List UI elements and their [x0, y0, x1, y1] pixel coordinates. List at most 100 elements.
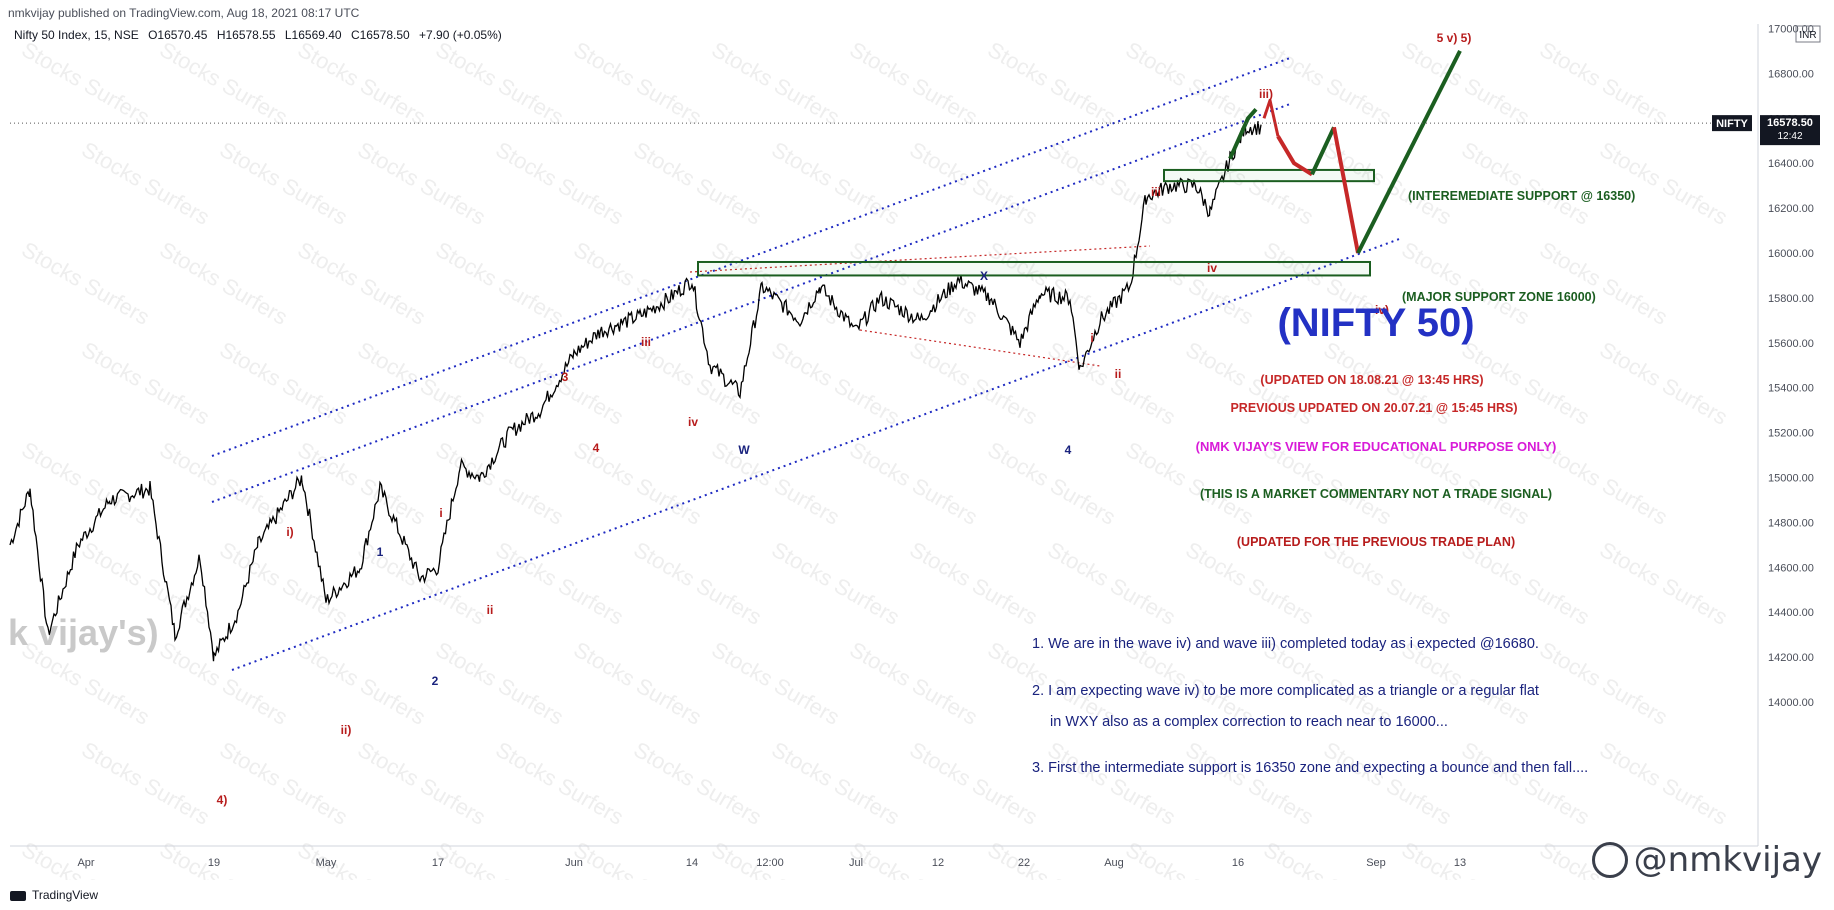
tradingview-brand[interactable]: TradingView [32, 888, 99, 902]
intermediate-support-zone [1163, 168, 1375, 183]
watermark-text: Stocks Surfers [1182, 137, 1318, 230]
price-tick-label: 16200.00 [1768, 203, 1814, 215]
watermark-text: Stocks Surfers [1044, 137, 1180, 230]
wave-label: W [738, 443, 750, 457]
wave-label: 5 v) 5) [1437, 31, 1472, 45]
watermark-text: Stocks Surfers [1320, 737, 1456, 830]
watermark-text: Stocks Surfers [1044, 537, 1180, 630]
triangle-lower-line [859, 329, 1101, 367]
watermark-text: Stocks Surfers [768, 537, 904, 630]
watermark-text: Stocks Surfers [354, 337, 490, 430]
weibo-icon [1591, 841, 1628, 878]
projection-c-leg [1332, 126, 1360, 254]
watermark-text: Stocks Surfers [156, 837, 292, 880]
legend-high: H16578.55 [216, 28, 276, 42]
price-tick-label: 15400.00 [1768, 383, 1814, 395]
time-tick-label: 16 [1232, 857, 1244, 869]
time-tick-label: Jul [849, 857, 863, 869]
price-tick-label: 14600.00 [1768, 562, 1814, 574]
watermark-text: Stocks Surfers [78, 137, 214, 230]
wave-label: ii [1115, 367, 1122, 381]
price-chart[interactable]: Stocks Surfers Stocks Surfers Stocks Surfe… [0, 24, 1834, 880]
time-tick-label: 22 [1018, 857, 1030, 869]
currency-box[interactable] [1795, 25, 1821, 43]
time-tick-label: Jun [565, 857, 583, 869]
time-tick-label: May [316, 857, 337, 869]
price-tick-label: 17000.00 [1768, 24, 1814, 36]
watermark-text: Stocks Surfers [156, 237, 292, 330]
projection-path [1228, 49, 1462, 254]
wave-label: 1 [377, 545, 384, 559]
watermark-text: Stocks Surfers [984, 37, 1120, 130]
price-tag-value-bg [1760, 115, 1820, 146]
watermark-text: Stocks Surfers [846, 637, 982, 730]
watermark-text: Stocks Surfers [294, 237, 430, 330]
watermark-text: Stocks Surfers [630, 137, 766, 230]
watermark-text: Stocks Surfers [354, 137, 490, 230]
price-tick-label: 14200.00 [1768, 652, 1814, 664]
watermark-text: Stocks Surfers [906, 137, 1042, 230]
watermark-text: Stocks Surfers [1596, 137, 1732, 230]
watermark-text: Stocks Surfers [1458, 137, 1594, 230]
trade-plan-note: (UPDATED FOR THE PREVIOUS TRADE PLAN) [1237, 535, 1515, 549]
wave-label: X [980, 269, 988, 283]
wave-label: ii [487, 603, 494, 617]
wave-label: 4 [593, 441, 600, 455]
wave-label: 3 [562, 370, 569, 384]
point-2b: in WXY also as a complex correction to r… [1050, 714, 1448, 730]
major-support-zone [697, 260, 1371, 277]
watermark-text: Stocks Surfers [1536, 237, 1672, 330]
projection-b-leg [1310, 126, 1336, 176]
intermediate-support-label: (INTEREMEDIATE SUPPORT @ 16350) [1408, 189, 1635, 203]
price-tick-label: 14800.00 [1768, 517, 1814, 529]
watermark-text: Stocks Surfers [78, 337, 214, 430]
price-axis[interactable]: 17000.0016800.0016600.0016400.0016200.00… [1768, 24, 1814, 709]
watermark-text: Stocks Surfers [1122, 37, 1258, 130]
watermark-text: Stocks Surfers [846, 837, 982, 880]
watermark-text: Stocks Surfers [1320, 537, 1456, 630]
price-tick-label: 15200.00 [1768, 428, 1814, 440]
watermark-text: Stocks Surfers [1044, 337, 1180, 430]
watermark-text: Stocks Surfers [984, 837, 1120, 880]
watermark-text: Stocks Surfers [906, 537, 1042, 630]
wave-label: iv [688, 415, 698, 429]
price-tick-label: 16400.00 [1768, 158, 1814, 170]
watermark-text: Stocks Surfers [432, 837, 568, 880]
updated-note: (UPDATED ON 18.08.21 @ 13:45 HRS) [1260, 373, 1483, 387]
watermark-text: Stocks Surfers [18, 237, 154, 330]
time-axis[interactable]: Apr 19 May 17 Jun 14 12:00 Jul 12 22 Aug 16 Sep 13 [77, 857, 1466, 869]
watermark-text: Stocks Surfers [768, 337, 904, 430]
watermark-text: Stocks Surfers [216, 537, 352, 630]
watermark-text: Stocks Surfers [984, 437, 1120, 530]
projection-a-leg [1276, 135, 1314, 177]
projection-wave-v-leg [1356, 49, 1462, 254]
wave-label: iv [1207, 261, 1217, 275]
time-tick-label: 12:00 [756, 857, 784, 869]
projection-up-leg [1228, 107, 1258, 160]
watermark-text: Stocks Surfers [156, 37, 292, 130]
watermark-text: Stocks Surfers [492, 737, 628, 830]
watermark-text: Stocks Surfers [432, 637, 568, 730]
watermark-text: Stocks Surfers [492, 337, 628, 430]
watermark-text: Stocks Surfers [1596, 537, 1732, 630]
watermark-text: Stocks Surfers [846, 37, 982, 130]
watermark-text: Stocks Surfers [630, 737, 766, 830]
watermark-text: Stocks Surfers [570, 437, 706, 530]
watermark-text: Stocks Surfers [1458, 537, 1594, 630]
time-tick-label: 12 [932, 857, 944, 869]
wave-label: iii) [1259, 87, 1273, 101]
time-tick-label: 19 [208, 857, 220, 869]
watermark-text: Stocks Surfers [1596, 737, 1732, 830]
legend-symbol[interactable]: Nifty 50 Index, 15, NSE [14, 28, 139, 42]
wave-label: 4 [1065, 443, 1072, 457]
watermark-text: Stocks Surfers [492, 537, 628, 630]
watermark-text: Stocks Surfers [1536, 637, 1672, 730]
wave-label: 2 [432, 674, 439, 688]
price-tick-label: 15000.00 [1768, 473, 1814, 485]
price-tick-label: 14000.00 [1768, 697, 1814, 709]
watermark-text: Stocks Surfers [906, 737, 1042, 830]
watermark-text: Stocks Surfers [570, 637, 706, 730]
wave-label: 4) [217, 793, 228, 807]
time-tick-label: Apr [77, 857, 94, 869]
wave-label: i [1090, 331, 1093, 345]
